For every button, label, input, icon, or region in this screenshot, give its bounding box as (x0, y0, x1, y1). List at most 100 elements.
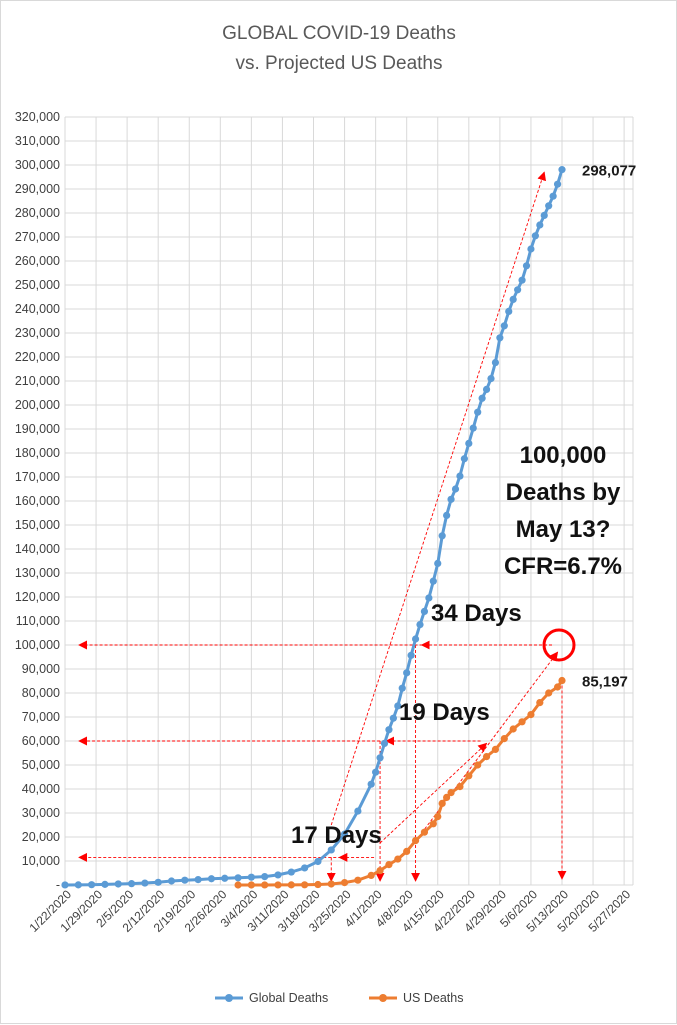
annotations: 298,077 85,197 100,000 Deaths by May 13? CFR=… (291, 163, 636, 849)
series-point (482, 753, 491, 761)
chart-title-line-1: GLOBAL COVID-19 Deaths (222, 23, 456, 44)
series-point (474, 408, 482, 416)
series-point (61, 881, 69, 889)
y-tick-label: 80,000 (22, 686, 60, 700)
series-point (531, 232, 539, 240)
series-point (496, 334, 504, 342)
series-point (234, 881, 242, 889)
series-point (500, 735, 508, 743)
series-point (460, 455, 468, 463)
y-tick-label: 150,000 (15, 518, 60, 532)
annotation-arrow (330, 171, 547, 826)
series-point (553, 180, 562, 188)
y-tick-label: 110,000 (16, 614, 60, 628)
target-circle (542, 628, 576, 662)
y-tick-label: 20,000 (22, 830, 60, 844)
y-tick-label: 50,000 (22, 758, 60, 772)
series-point (500, 322, 508, 330)
series-point (469, 424, 477, 432)
series-point (354, 807, 362, 815)
series-point (247, 881, 255, 889)
series-point (407, 651, 415, 659)
y-tick-label: 130,000 (15, 566, 60, 580)
series-point (114, 880, 122, 888)
chart-title-line-2: vs. Projected US Deaths (236, 53, 443, 74)
series-point (487, 375, 495, 383)
series-point (234, 874, 242, 882)
series-point (549, 192, 557, 200)
series-point (101, 880, 109, 888)
series-point (340, 879, 349, 887)
y-tick-label: 160,000 (15, 494, 60, 508)
series-point (141, 879, 149, 887)
series-point (354, 876, 362, 884)
annotation-arrows (78, 171, 567, 882)
data-series (61, 166, 566, 889)
series-point (376, 867, 384, 875)
series-point (438, 799, 446, 808)
series-point (438, 532, 446, 540)
series-point (429, 577, 437, 585)
days-label: 34 Days (431, 600, 522, 627)
series-point (247, 873, 255, 881)
series-point (261, 881, 269, 889)
y-axis-tick-labels: - 10,000 20,000 30,000 40,000 50,000 60,000 70,… (15, 110, 60, 892)
y-tick-label: 230,000 (15, 326, 60, 340)
series-point (367, 780, 375, 788)
series-point (403, 847, 411, 856)
series-point (194, 876, 202, 884)
series-point (425, 594, 433, 602)
series-point (74, 881, 82, 889)
annotation-arrow (379, 742, 488, 844)
series-point (447, 495, 455, 503)
y-tick-label: 210,000 (15, 374, 60, 388)
series-point (522, 262, 531, 270)
series-point (274, 871, 282, 879)
y-tick-label: 120,000 (15, 590, 60, 604)
series-point (367, 871, 375, 880)
series-point (301, 864, 309, 872)
series-point (372, 768, 380, 776)
y-tick-label: - (56, 878, 60, 892)
series-point (416, 621, 424, 629)
series-point (167, 877, 176, 885)
days-label: 19 Days (399, 699, 490, 726)
y-tick-label: 40,000 (22, 782, 60, 796)
series-point (314, 857, 322, 866)
series-point (221, 874, 229, 882)
series-point (465, 439, 473, 447)
series-point (411, 837, 420, 845)
legend-marker (225, 994, 233, 1002)
series-point (88, 881, 96, 889)
series-point (527, 711, 535, 719)
series-point (527, 245, 535, 253)
series-point (545, 202, 553, 210)
series-point (505, 307, 513, 315)
grid-lines (64, 116, 634, 886)
y-tick-label: 60,000 (22, 734, 60, 748)
y-tick-label: 310,000 (15, 134, 60, 148)
y-tick-label: 290,000 (15, 182, 60, 196)
y-tick-label: 270,000 (15, 230, 60, 244)
series-point (443, 793, 451, 802)
series-point (154, 878, 162, 886)
series-point (287, 868, 295, 876)
legend-entry: US Deaths (403, 991, 463, 1005)
y-tick-label: 300,000 (15, 158, 60, 172)
series-point (456, 472, 464, 480)
series-point (514, 286, 522, 294)
y-tick-label: 220,000 (15, 350, 60, 364)
y-tick-label: 70,000 (22, 710, 60, 724)
series-point (465, 772, 473, 780)
series-point (482, 385, 491, 393)
series-point (429, 820, 437, 828)
series-point (181, 876, 189, 884)
series-point (327, 846, 335, 854)
series-point (443, 511, 451, 519)
series-point (434, 559, 442, 568)
y-tick-label: 280,000 (15, 206, 60, 220)
projection-text-line: 100,000 (520, 442, 607, 469)
series-point (127, 880, 136, 888)
series-end-label: 85,197 (582, 674, 628, 691)
series-point (447, 789, 455, 797)
